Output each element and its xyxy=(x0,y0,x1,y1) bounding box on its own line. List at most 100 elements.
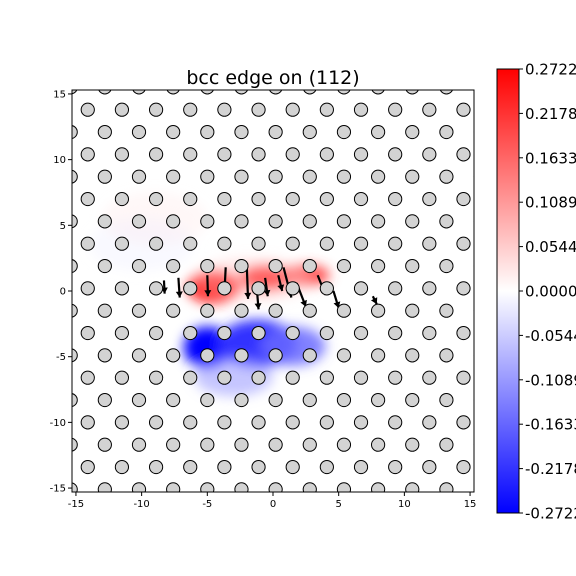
atom xyxy=(131,348,147,363)
atom xyxy=(302,258,317,274)
atom xyxy=(319,191,334,207)
atom xyxy=(353,459,369,475)
atom xyxy=(234,482,249,492)
atom xyxy=(200,169,215,184)
atom xyxy=(251,370,266,385)
arrow-head xyxy=(175,291,183,298)
atom xyxy=(268,482,283,492)
field-blob xyxy=(194,356,273,397)
atom xyxy=(217,459,232,475)
colorbar-tick-label: 0.2178 xyxy=(525,105,576,123)
atom xyxy=(80,102,95,117)
atom xyxy=(422,459,437,475)
atom xyxy=(217,325,232,341)
atom xyxy=(183,191,198,207)
atom xyxy=(285,459,300,475)
atom xyxy=(183,370,198,385)
atom xyxy=(269,90,283,95)
atom xyxy=(47,326,60,339)
atom xyxy=(371,258,386,274)
atom xyxy=(422,415,437,430)
x-tick-label: 10 xyxy=(398,499,411,510)
atom xyxy=(371,214,386,229)
atom xyxy=(371,348,386,363)
atom xyxy=(353,415,369,430)
atom xyxy=(268,303,283,318)
arrow-head xyxy=(204,290,212,297)
atom xyxy=(114,415,130,430)
atom xyxy=(200,437,215,452)
atom xyxy=(456,147,471,162)
atom xyxy=(439,437,454,452)
atom xyxy=(72,348,78,363)
x-tick-label: -10 xyxy=(133,499,149,510)
atom xyxy=(405,392,420,408)
atom xyxy=(97,258,112,274)
atom xyxy=(285,236,300,251)
atom xyxy=(371,303,386,318)
atom xyxy=(319,102,334,117)
atom xyxy=(388,459,403,475)
atom xyxy=(371,437,386,452)
atom xyxy=(234,303,249,318)
atom xyxy=(439,258,454,274)
atom xyxy=(131,169,147,184)
atom xyxy=(439,124,454,140)
atom xyxy=(405,258,420,274)
atom xyxy=(166,348,181,363)
atom xyxy=(148,147,164,162)
atom xyxy=(319,147,334,162)
atom xyxy=(183,102,198,117)
atom xyxy=(302,437,317,452)
colorbar: 0.2722 0.2178 0.1633 0.1089 0.0544 0.0000 -0.0… xyxy=(496,61,576,523)
atom xyxy=(80,370,95,385)
colorbar-ticks: 0.2722 0.2178 0.1633 0.1089 0.0544 0.0000 -0.0… xyxy=(519,61,576,523)
colorbar-tick-label: 0.0000 xyxy=(525,283,576,301)
atom xyxy=(268,392,283,408)
atom xyxy=(80,191,95,207)
atom xyxy=(200,214,215,229)
atom xyxy=(439,392,454,408)
atom-layer xyxy=(30,90,474,492)
atom xyxy=(473,397,474,403)
atom xyxy=(251,281,266,296)
atom xyxy=(234,124,249,140)
atom xyxy=(405,348,420,363)
x-tick-label: 15 xyxy=(464,499,477,510)
atom xyxy=(285,191,300,207)
atom xyxy=(353,147,369,162)
atom xyxy=(268,258,283,274)
atom xyxy=(80,325,95,341)
atom xyxy=(72,169,78,184)
displacement-arrow xyxy=(263,277,271,297)
y-tick-label: -5 xyxy=(56,352,66,363)
atom xyxy=(80,236,95,251)
y-tick-label: 5 xyxy=(60,221,66,232)
colorbar-tick-label: 0.2722 xyxy=(525,61,576,79)
y-tick-label: -10 xyxy=(50,418,66,429)
atom xyxy=(405,124,420,140)
atom xyxy=(422,370,437,385)
atom xyxy=(353,191,369,207)
atom xyxy=(114,370,130,385)
displacement-arrow xyxy=(370,295,378,305)
atom xyxy=(353,281,369,296)
y-tick-label: -15 xyxy=(50,484,66,495)
colorbar-tick-label: -0.0544 xyxy=(525,327,576,345)
arrow-head xyxy=(300,299,307,307)
atom xyxy=(97,437,112,452)
atom xyxy=(30,259,43,272)
atom xyxy=(166,437,181,452)
colorbar-tick-label: -0.1633 xyxy=(525,416,576,434)
atom xyxy=(456,415,471,430)
arrow-head xyxy=(254,303,262,310)
atom xyxy=(131,482,147,492)
arrow-head xyxy=(244,292,252,299)
atom xyxy=(439,169,454,184)
atom xyxy=(353,102,369,117)
colorbar-tick-label: 0.0544 xyxy=(525,238,576,256)
atom xyxy=(319,325,334,341)
atom xyxy=(72,214,78,229)
atom xyxy=(456,191,471,207)
atom xyxy=(319,415,334,430)
